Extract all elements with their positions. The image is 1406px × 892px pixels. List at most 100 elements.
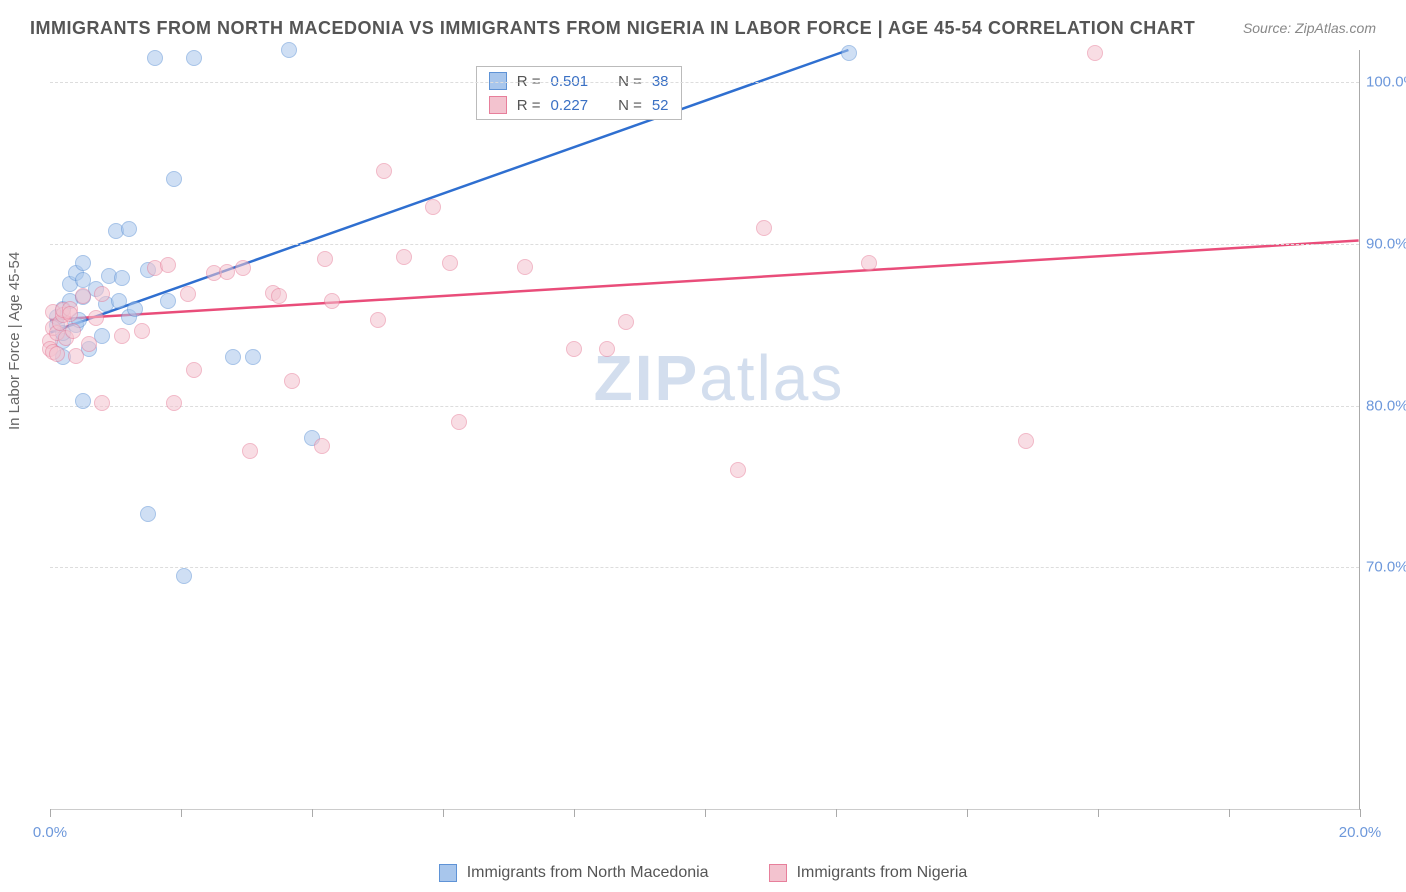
scatter-point	[180, 286, 196, 302]
scatter-point	[242, 443, 258, 459]
scatter-point	[756, 220, 772, 236]
chart-title: IMMIGRANTS FROM NORTH MACEDONIA VS IMMIG…	[30, 18, 1195, 39]
correlation-legend-row: R = 0.501 N = 38	[477, 69, 681, 93]
scatter-point	[324, 293, 340, 309]
scatter-point	[1087, 45, 1103, 61]
r-label: R =	[517, 97, 541, 114]
scatter-point	[75, 393, 91, 409]
y-tick-label: 100.0%	[1366, 74, 1406, 91]
legend-swatch	[769, 864, 787, 882]
series-legend-label: Immigrants from Nigeria	[797, 864, 968, 882]
scatter-point	[111, 293, 127, 309]
scatter-point	[861, 255, 877, 271]
correlation-legend-row: R =0.227N =52	[477, 93, 681, 117]
r-label: R =	[517, 73, 541, 90]
scatter-point	[94, 286, 110, 302]
gridline-h	[50, 406, 1359, 407]
scatter-point	[160, 257, 176, 273]
scatter-point	[75, 255, 91, 271]
scatter-point	[841, 45, 857, 61]
scatter-point	[94, 395, 110, 411]
scatter-point	[235, 260, 251, 276]
x-tick	[1360, 809, 1361, 817]
scatter-point	[517, 259, 533, 275]
y-tick-label: 90.0%	[1366, 236, 1406, 253]
x-tick	[181, 809, 182, 817]
x-tick-label: 20.0%	[1339, 824, 1382, 841]
scatter-point	[147, 50, 163, 66]
scatter-point	[65, 323, 81, 339]
scatter-point	[68, 348, 84, 364]
gridline-h	[50, 82, 1359, 83]
scatter-point	[166, 171, 182, 187]
legend-swatch	[489, 72, 507, 90]
series-legend: Immigrants from North Macedonia Immigrant…	[0, 864, 1406, 882]
scatter-point	[225, 349, 241, 365]
source-attribution: Source: ZipAtlas.com	[1243, 20, 1376, 36]
scatter-point	[376, 163, 392, 179]
scatter-point	[160, 293, 176, 309]
scatter-point	[140, 506, 156, 522]
series-legend-item: Immigrants from North Macedonia	[439, 864, 709, 882]
scatter-point	[245, 349, 261, 365]
x-tick	[50, 809, 51, 817]
y-tick-label: 80.0%	[1366, 397, 1406, 414]
scatter-point	[730, 462, 746, 478]
x-tick	[574, 809, 575, 817]
scatter-point	[271, 288, 287, 304]
x-tick	[705, 809, 706, 817]
series-legend-label: Immigrants from North Macedonia	[467, 864, 709, 882]
scatter-point	[284, 373, 300, 389]
n-value: 38	[652, 73, 669, 90]
x-tick	[967, 809, 968, 817]
legend-swatch	[439, 864, 457, 882]
scatter-point	[599, 341, 615, 357]
scatter-point	[134, 323, 150, 339]
scatter-point	[114, 328, 130, 344]
n-label: N =	[618, 97, 642, 114]
series-legend-item: Immigrants from Nigeria	[769, 864, 968, 882]
scatter-point	[1018, 433, 1034, 449]
scatter-point	[127, 301, 143, 317]
r-value: 0.227	[551, 97, 589, 114]
scatter-point	[566, 341, 582, 357]
n-label: N =	[618, 73, 642, 90]
scatter-point	[81, 336, 97, 352]
scatter-point	[88, 310, 104, 326]
x-tick	[443, 809, 444, 817]
chart-plot-area: ZIPatlas R =0.501N =38R =0.227N =52 70.0…	[50, 50, 1360, 810]
trend-lines-layer	[50, 50, 1359, 809]
scatter-point	[442, 255, 458, 271]
trend-line	[50, 50, 848, 333]
scatter-point	[176, 568, 192, 584]
scatter-point	[186, 362, 202, 378]
scatter-point	[219, 264, 235, 280]
scatter-point	[425, 199, 441, 215]
x-tick	[836, 809, 837, 817]
gridline-h	[50, 244, 1359, 245]
scatter-point	[618, 314, 634, 330]
scatter-point	[281, 42, 297, 58]
x-tick	[1098, 809, 1099, 817]
scatter-point	[166, 395, 182, 411]
r-value: 0.501	[551, 73, 589, 90]
trend-line	[50, 241, 1358, 320]
scatter-point	[186, 50, 202, 66]
y-tick-label: 70.0%	[1366, 559, 1406, 576]
correlation-legend: R =0.501N =38R =0.227N =52	[476, 66, 682, 120]
scatter-point	[370, 312, 386, 328]
legend-swatch	[489, 96, 507, 114]
scatter-point	[317, 251, 333, 267]
scatter-point	[314, 438, 330, 454]
scatter-point	[75, 288, 91, 304]
scatter-point	[396, 249, 412, 265]
gridline-h	[50, 567, 1359, 568]
scatter-point	[62, 306, 78, 322]
x-tick-label: 0.0%	[33, 824, 67, 841]
scatter-point	[451, 414, 467, 430]
x-tick	[1229, 809, 1230, 817]
scatter-point	[121, 221, 137, 237]
x-tick	[312, 809, 313, 817]
y-axis-label: In Labor Force | Age 45-54	[6, 252, 23, 430]
scatter-point	[114, 270, 130, 286]
